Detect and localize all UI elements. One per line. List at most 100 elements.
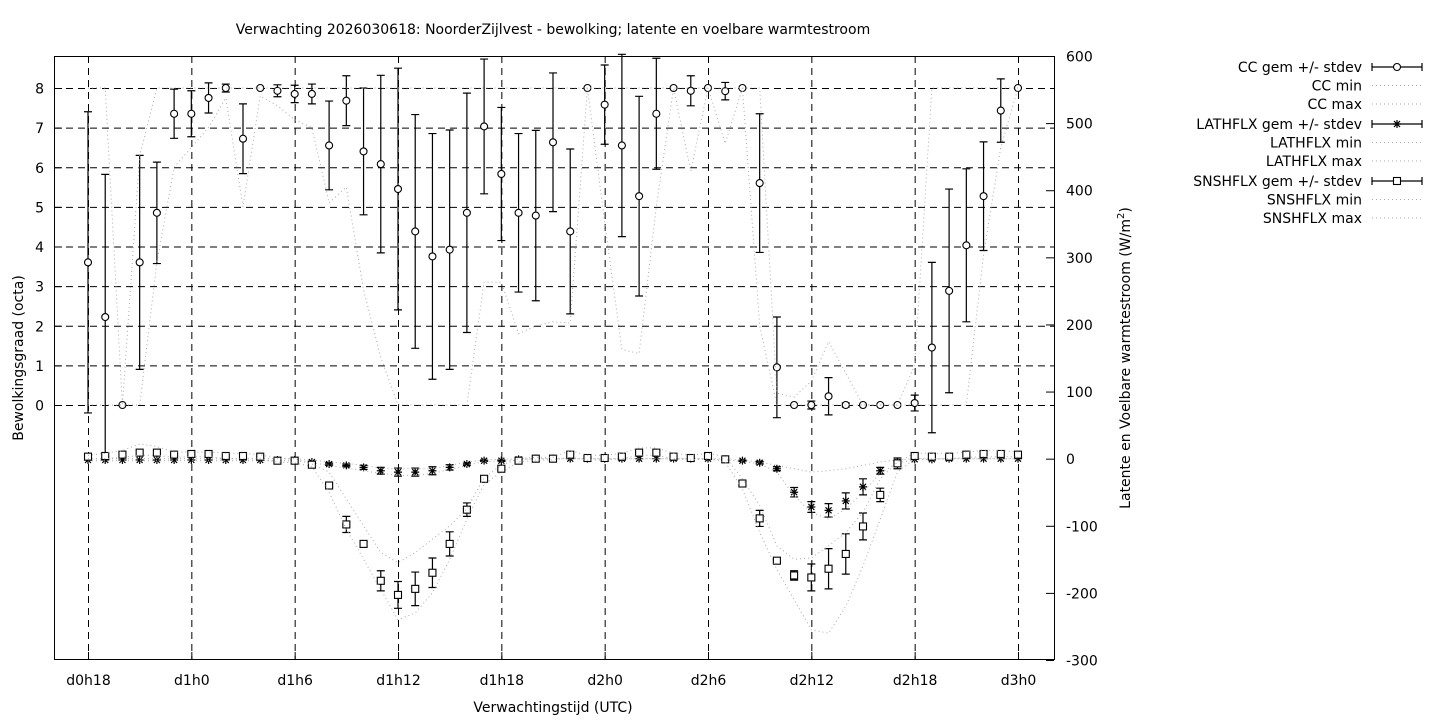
legend-label: CC max <box>1307 97 1362 113</box>
circle-marker <box>204 93 213 102</box>
square-marker <box>376 576 385 585</box>
star-marker <box>170 456 179 465</box>
star-marker <box>342 461 351 470</box>
star-marker <box>445 463 454 472</box>
circle-marker <box>342 96 351 105</box>
circle-marker <box>669 83 678 93</box>
series-cc-max <box>88 87 1018 406</box>
legend-item: SNSHFLX max <box>1263 211 1422 227</box>
legend-label: CC min <box>1312 79 1362 95</box>
circle-marker <box>238 134 248 143</box>
x-tick-label: d2h6 <box>691 673 727 689</box>
x-axis-label: Verwachtingstijd (UTC) <box>473 700 632 716</box>
square-marker <box>342 520 351 529</box>
legend-item: SNSHFLX min <box>1267 193 1422 209</box>
circle-marker <box>221 83 230 93</box>
square-marker <box>514 456 523 465</box>
x-tick-label: d2h0 <box>587 673 623 689</box>
star-marker <box>411 468 420 477</box>
square-marker <box>497 464 506 473</box>
legend-label: SNSHFLX min <box>1267 193 1362 209</box>
y-tick-label: 8 <box>35 82 44 98</box>
star-marker <box>187 456 196 465</box>
series-line <box>87 443 1019 564</box>
star-marker <box>325 460 334 469</box>
y2-tick-label: -200 <box>1066 586 1098 602</box>
square-marker <box>617 452 626 461</box>
star-marker <box>738 456 747 465</box>
square-marker <box>170 450 179 459</box>
square-marker <box>135 448 144 457</box>
square-marker <box>548 454 558 463</box>
square-marker <box>600 453 609 463</box>
circle-marker <box>359 147 368 156</box>
circle-marker <box>617 141 626 150</box>
square-marker <box>876 490 885 499</box>
circle-marker <box>790 400 799 410</box>
x-tick-label: d2h18 <box>893 673 937 689</box>
circle-marker <box>307 89 316 98</box>
star-marker <box>497 456 506 465</box>
star-marker <box>841 496 850 505</box>
square-marker <box>858 522 868 531</box>
ticks: 0 1 2 3 4 5 6 7 8 -300 -200 -100 0 100 200 300 400 500 600… <box>35 50 1098 690</box>
square-marker <box>256 452 265 461</box>
circle-marker <box>393 184 403 194</box>
legend-item: CC min <box>1312 79 1422 95</box>
circle-marker <box>566 227 575 236</box>
square-marker <box>566 450 575 459</box>
circle-marker <box>945 286 954 295</box>
square-marker <box>238 451 248 461</box>
legend-label: LATHFLX min <box>1270 136 1362 152</box>
square-marker <box>531 454 540 463</box>
y-tick-label: 3 <box>35 280 44 296</box>
y2-tick-label: 300 <box>1066 251 1093 267</box>
star-marker <box>152 456 161 465</box>
circle-marker <box>635 192 644 201</box>
square-marker <box>187 449 196 459</box>
y2-tick-label: -100 <box>1066 519 1098 535</box>
circle-marker <box>497 169 506 179</box>
square-marker <box>462 505 471 514</box>
circle-marker <box>187 109 196 118</box>
square-marker <box>307 460 316 469</box>
square-marker <box>703 451 713 461</box>
star-marker <box>755 458 764 467</box>
star-marker <box>376 466 385 475</box>
series-line <box>88 87 1018 406</box>
star-marker <box>480 456 489 465</box>
square-marker <box>910 451 919 461</box>
x-tick-label: d1h12 <box>376 673 420 689</box>
legend-label: LATHFLX gem +/- stdev <box>1196 117 1362 133</box>
circle-marker <box>807 400 816 410</box>
star-marker <box>462 460 471 469</box>
legend-label: SNSHFLX gem +/- stdev <box>1193 174 1362 190</box>
legend-label: CC gem +/- stdev <box>1238 60 1362 76</box>
x-tick-label: d0h18 <box>66 673 110 689</box>
circle-marker <box>376 160 385 169</box>
legend-label: LATHFLX max <box>1266 154 1362 170</box>
circle-marker <box>256 83 265 93</box>
square-marker <box>669 452 678 461</box>
y2-tick-label: 600 <box>1066 50 1093 66</box>
circle-marker <box>652 109 661 118</box>
star-marker <box>790 488 799 497</box>
y-tick-label: 4 <box>35 240 44 256</box>
circle-marker <box>772 363 781 372</box>
circle-marker <box>531 211 540 220</box>
square-marker <box>893 459 902 468</box>
square-marker <box>945 452 954 461</box>
circle-marker <box>1392 62 1402 72</box>
y2-tick-label: 100 <box>1066 385 1093 401</box>
square-marker <box>979 449 988 459</box>
x-tick-label: d1h18 <box>480 673 524 689</box>
legend-label: SNSHFLX max <box>1263 211 1362 227</box>
star-marker <box>428 466 437 475</box>
plot-frame <box>54 56 1055 660</box>
grid <box>54 56 1054 660</box>
square-marker <box>359 539 368 548</box>
circle-marker <box>686 86 695 95</box>
series-line <box>88 454 1018 634</box>
circle-marker <box>152 208 161 217</box>
y-tick-label: 2 <box>35 319 44 335</box>
